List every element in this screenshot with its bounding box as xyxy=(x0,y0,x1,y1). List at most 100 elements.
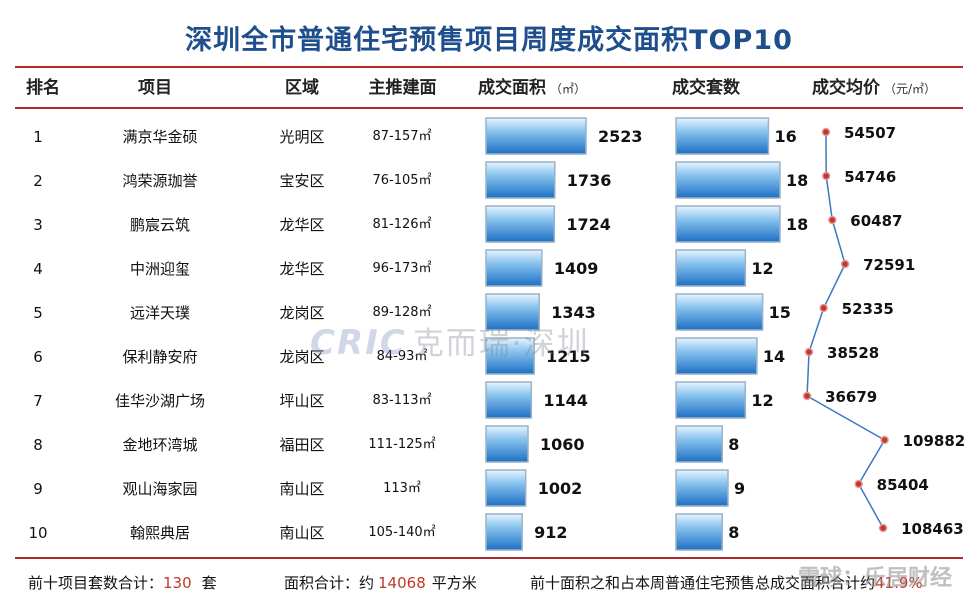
watermark-text: 克而瑞·深圳 xyxy=(412,326,590,362)
row-1-project: 满京华金硕 xyxy=(122,128,198,146)
row-2-rank: 2 xyxy=(33,172,43,190)
deal-units-bar xyxy=(675,249,747,287)
row-4-rank: 4 xyxy=(33,260,43,278)
deal-units-label: 18 xyxy=(786,215,808,234)
avg-price-label: 60487 xyxy=(850,212,902,230)
header-top-rule xyxy=(15,66,963,68)
header-avg-price-unit: （元/㎡） xyxy=(884,82,937,96)
row-9-district: 南山区 xyxy=(279,480,325,498)
row-5-rank: 5 xyxy=(33,304,43,322)
row-1-rank: 1 xyxy=(33,128,43,146)
row-5-project: 远洋天璞 xyxy=(129,304,190,322)
row-7-district: 坪山区 xyxy=(279,392,325,410)
footer-units-total: 前十项目套数合计：130 套 xyxy=(28,571,217,595)
deal-units-label: 16 xyxy=(774,127,796,146)
deal-units-label: 8 xyxy=(728,523,739,542)
chart-title: 深圳全市普通住宅预售项目周度成交面积TOP10 xyxy=(185,25,793,56)
deal-area-label: 912 xyxy=(534,523,567,542)
avg-price-point xyxy=(878,523,888,533)
row-4-area-range: 96-173㎡ xyxy=(372,261,432,276)
deal-units-bar xyxy=(675,117,770,155)
deal-units-label: 14 xyxy=(763,347,785,366)
row-9-project: 观山海家园 xyxy=(122,480,198,498)
avg-price-line xyxy=(806,131,886,529)
deal-units-bar xyxy=(675,205,781,243)
row-5-district: 龙岗区 xyxy=(279,304,325,322)
avg-price-label: 52335 xyxy=(842,300,894,318)
avg-price-point xyxy=(821,171,831,181)
deal-units-bar xyxy=(675,293,764,331)
avg-price-point xyxy=(880,435,889,445)
deal-area-label: 1060 xyxy=(540,435,585,454)
row-1-district: 光明区 xyxy=(279,128,325,146)
row-6-district: 龙岗区 xyxy=(279,348,325,366)
header-project: 项目 xyxy=(138,78,172,98)
cric-watermark: CRIC 克而瑞·深圳 xyxy=(310,318,590,363)
deal-area-bar xyxy=(485,337,535,375)
deal-area-bar xyxy=(485,293,540,331)
deal-units-bar xyxy=(675,337,758,375)
footer-share-label: 前十面积之和占本周普通住宅预售总成交面积合计约 xyxy=(530,574,876,592)
deal-units-label: 18 xyxy=(786,171,808,190)
header-district: 区域 xyxy=(285,78,319,98)
deal-units-bar xyxy=(675,161,781,199)
deal-area-label: 1724 xyxy=(566,215,611,234)
header-rank: 排名 xyxy=(26,78,60,98)
watermark-brand: CRIC xyxy=(310,323,407,363)
deal-area-label: 1736 xyxy=(567,171,612,190)
header-avg-price-label: 成交均价 xyxy=(812,78,880,98)
deal-area-bar xyxy=(485,249,543,287)
avg-price-point xyxy=(854,479,863,489)
header-deal-area: 成交面积 （㎡） xyxy=(478,75,618,101)
footer-area-suffix: 平方米 xyxy=(431,574,477,592)
deal-area-bar xyxy=(485,469,527,507)
deal-units-label: 12 xyxy=(751,259,773,278)
footer-share-value: 41.9% xyxy=(875,574,923,592)
deal-units-label: 12 xyxy=(751,391,773,410)
row-2-project: 鸿荣源珈誉 xyxy=(122,172,198,190)
row-10-project: 翰熙典居 xyxy=(129,524,190,542)
row-2-district: 宝安区 xyxy=(279,172,325,190)
avg-price-label: 54507 xyxy=(844,124,896,142)
row-9-rank: 9 xyxy=(33,480,43,498)
deal-units-label: 8 xyxy=(728,435,739,454)
row-7-project: 佳华沙湖广场 xyxy=(114,392,205,410)
deal-units-label: 9 xyxy=(734,479,745,498)
row-6-project: 保利静安府 xyxy=(122,348,198,366)
row-7-rank: 7 xyxy=(33,392,43,410)
header-avg-price: 成交均价 （元/㎡） xyxy=(812,75,962,101)
avg-price-point xyxy=(804,347,814,357)
row-9-area-range: 113㎡ xyxy=(383,481,421,496)
corner-watermark: 雪球：乐居财经 xyxy=(797,566,952,591)
avg-price-label: 109882 xyxy=(903,432,966,450)
row-1-area-range: 87-157㎡ xyxy=(372,129,432,144)
avg-price-label: 54746 xyxy=(844,168,896,186)
footer-area-label: 面积合计：约 xyxy=(284,574,375,592)
deal-area-bar xyxy=(485,513,523,551)
deal-area-label: 1144 xyxy=(543,391,588,410)
footer-area-total: 面积合计：约 14068 平方米 xyxy=(284,571,477,595)
row-3-district: 龙华区 xyxy=(279,216,325,234)
row-10-rank: 10 xyxy=(28,524,48,542)
footer-share: 前十面积之和占本周普通住宅预售总成交面积合计约41.9% xyxy=(530,571,923,595)
row-3-rank: 3 xyxy=(33,216,43,234)
deal-units-label: 15 xyxy=(769,303,791,322)
row-10-area-range: 105-140㎡ xyxy=(368,525,436,540)
deal-area-bar xyxy=(485,205,556,243)
deal-area-bar xyxy=(485,425,529,463)
deal-units-bar xyxy=(675,513,723,551)
deal-area-bar xyxy=(485,381,533,419)
deal-area-label: 1409 xyxy=(554,259,599,278)
deal-area-bar xyxy=(485,117,587,155)
row-8-area-range: 111-125㎡ xyxy=(368,437,436,452)
footer-area-value: 14068 xyxy=(378,574,426,592)
footer-units-suffix: 套 xyxy=(201,574,217,592)
row-5-area-range: 89-128㎡ xyxy=(372,305,432,320)
header-bottom-rule xyxy=(15,107,963,109)
deal-area-label: 1343 xyxy=(551,303,596,322)
header-deal-area-label: 成交面积 xyxy=(478,78,546,98)
deal-units-bar xyxy=(675,425,723,463)
header-area-range: 主推建面 xyxy=(368,78,437,98)
avg-price-label: 36679 xyxy=(825,388,877,406)
